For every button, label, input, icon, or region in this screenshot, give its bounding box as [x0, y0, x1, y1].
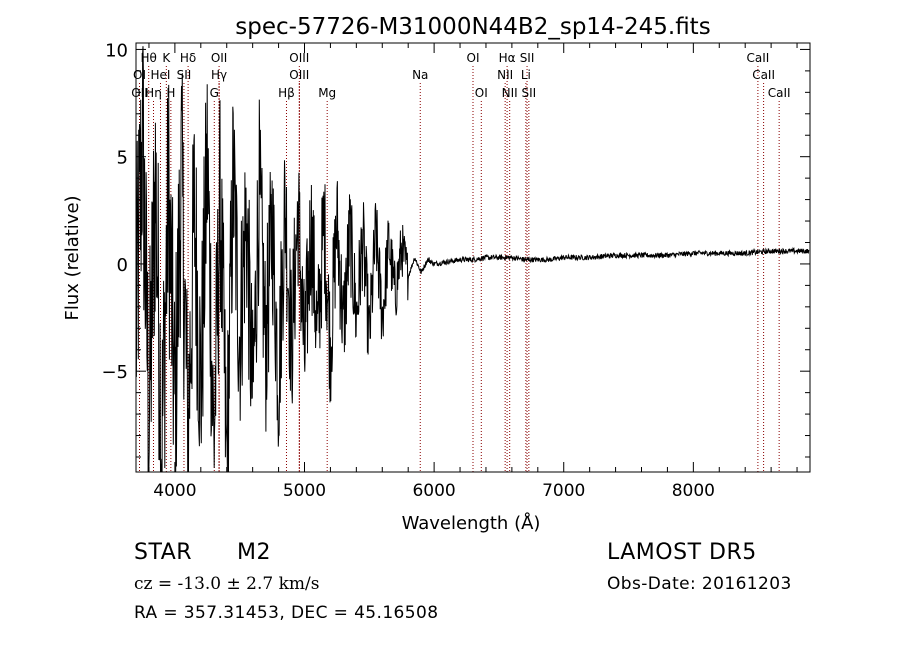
line-marker-label: CaII: [746, 51, 769, 65]
line-marker-label: Hθ: [141, 51, 157, 65]
redshift-value: cz = -13.0 ± 2.7 km/s: [134, 574, 320, 594]
x-tick-label: 6000: [412, 481, 455, 501]
line-marker-label: H: [166, 86, 175, 100]
coordinates: RA = 357.31453, DEC = 45.16508: [134, 603, 439, 623]
line-marker-label: CaII: [752, 68, 775, 82]
y-tick-label: 0: [117, 255, 128, 276]
line-marker-label: OII: [211, 51, 228, 65]
line-marker-label: OIII: [289, 68, 309, 82]
y-tick-label: 5: [117, 148, 128, 169]
chart-title: spec-57726-M31000N44B2_sp14-245.fits: [235, 14, 710, 40]
y-tick-label: −5: [101, 362, 128, 383]
line-marker-label: Na: [412, 68, 428, 82]
line-marker-label: NII: [497, 68, 513, 82]
line-marker-label: Hη: [145, 86, 162, 100]
line-marker-label: HeI: [151, 68, 171, 82]
line-marker-label: NII: [502, 86, 518, 100]
y-tick-label: 10: [105, 40, 128, 61]
line-marker-label: SII: [520, 51, 535, 65]
x-axis-label: Wavelength (Å): [402, 512, 541, 534]
x-tick-label: 5000: [283, 481, 326, 501]
line-marker-label: OI: [475, 86, 488, 100]
object-class: STAR: [134, 540, 193, 565]
x-tick-label: 4000: [153, 481, 196, 501]
spectrum-chart: spec-57726-M31000N44B2_sp14-245.fits Hθ K…: [62, 14, 811, 534]
survey-name: LAMOST DR5: [607, 540, 757, 565]
obs-date: Obs-Date: 20161203: [607, 574, 792, 594]
line-marker-label: OI: [133, 68, 146, 82]
x-axis: 4000 5000 6000 7000 8000: [148, 43, 798, 501]
y-axis: −5 0 5 10: [101, 40, 810, 458]
line-marker-label: Mg: [318, 86, 336, 100]
line-marker-label: CaII: [768, 86, 791, 100]
line-marker-label: Hδ: [180, 51, 196, 65]
line-marker-label: Hγ: [211, 68, 227, 82]
line-markers: Hθ K Hδ OII OIII OI Hα SII CaII OI HeI SII Hγ OIII NII…: [131, 51, 791, 472]
object-subclass: M2: [237, 540, 271, 565]
spectrum-line: [135, 46, 810, 473]
line-marker-label: G: [210, 86, 219, 100]
line-marker-label: Hβ: [278, 86, 295, 100]
line-marker-label: Hα: [499, 51, 516, 65]
plot-frame: [135, 42, 811, 473]
x-tick-label: 8000: [672, 481, 715, 501]
line-marker-label: OIII: [289, 51, 309, 65]
line-marker-label: SII: [177, 68, 192, 82]
line-marker-label: SII: [522, 86, 537, 100]
line-marker-label: K: [162, 51, 171, 65]
y-axis-label: Flux (relative): [62, 195, 83, 320]
line-marker-label: OI: [467, 51, 480, 65]
line-marker-label: Li: [521, 68, 531, 82]
x-tick-label: 7000: [542, 481, 585, 501]
